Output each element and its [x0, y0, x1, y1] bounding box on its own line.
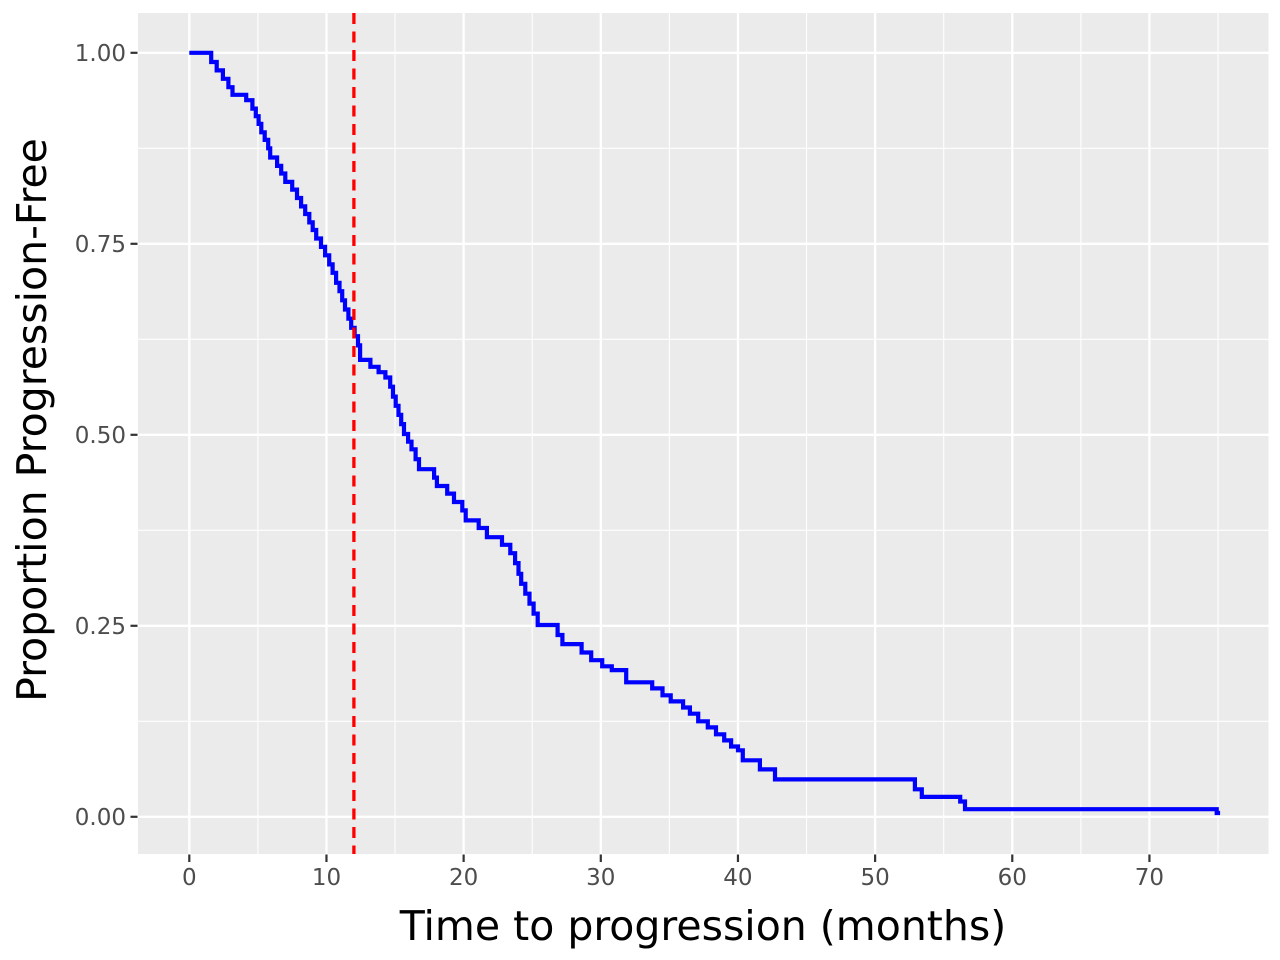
y-tick-label: 1.00 [75, 41, 126, 67]
x-tick-label: 50 [860, 865, 889, 891]
y-tick-label: 0.50 [75, 423, 126, 449]
y-tick-label: 0.00 [75, 805, 126, 831]
x-tick-label: 0 [182, 865, 197, 891]
y-axis-title: Proportion Progression-Free [8, 138, 56, 702]
x-tick-label: 60 [998, 865, 1027, 891]
km-survival-curve [189, 50, 1221, 816]
x-tick-label: 70 [1135, 865, 1164, 891]
y-axis-tick-labels: 1.00 0.75 0.50 0.25 0.00 [75, 41, 126, 831]
x-tick-label: 10 [312, 865, 341, 891]
y-tick-label: 0.75 [75, 232, 126, 258]
x-tick-label: 20 [449, 865, 478, 891]
major-gridlines [138, 13, 1269, 854]
x-axis-title: Time to progression (months) [399, 902, 1006, 950]
y-axis-tick-marks [130, 51, 138, 818]
x-tick-label: 30 [586, 865, 615, 891]
x-axis-tick-marks [188, 854, 1151, 862]
x-tick-label: 40 [723, 865, 752, 891]
panel-background [138, 13, 1269, 854]
y-tick-label: 0.25 [75, 614, 126, 640]
x-axis-tick-labels: 0 10 20 30 40 50 60 70 [182, 865, 1164, 891]
